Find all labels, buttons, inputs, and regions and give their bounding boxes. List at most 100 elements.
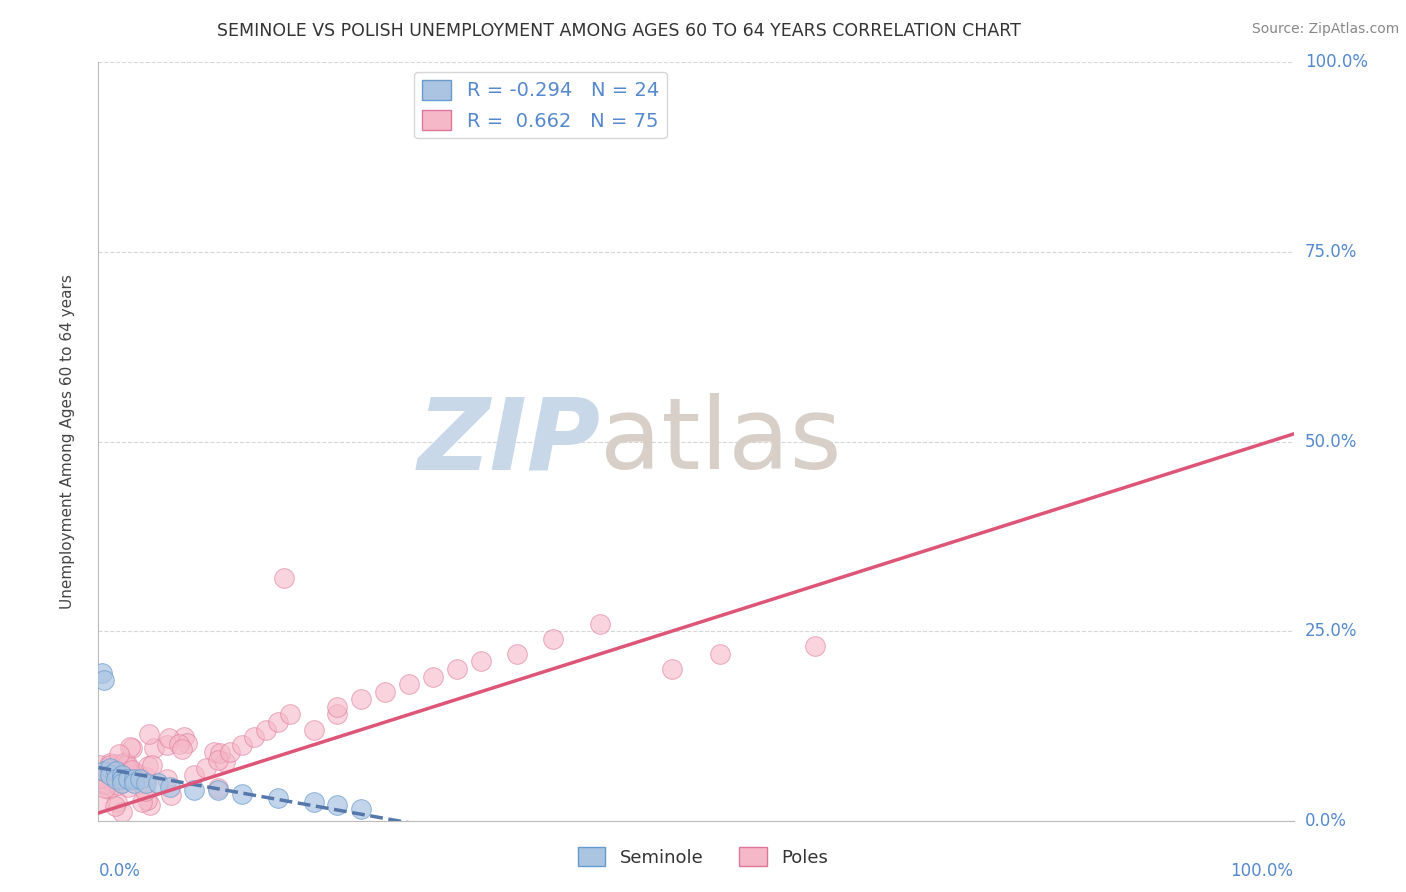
Point <box>183 768 205 782</box>
Point <box>91 665 114 680</box>
Point <box>124 776 146 790</box>
Point <box>105 795 128 809</box>
Point <box>98 760 122 774</box>
Point <box>219 746 242 760</box>
Point <box>117 773 139 788</box>
Point <box>105 764 128 779</box>
Point <box>105 772 128 786</box>
Text: 0.0%: 0.0% <box>1305 812 1347 830</box>
Point <box>97 782 120 797</box>
Point <box>207 780 229 795</box>
Point <box>96 766 118 780</box>
Point <box>350 802 373 816</box>
Point <box>120 739 142 754</box>
Point <box>111 768 134 782</box>
Point <box>98 768 122 782</box>
Point <box>267 791 290 805</box>
Text: SEMINOLE VS POLISH UNEMPLOYMENT AMONG AGES 60 TO 64 YEARS CORRELATION CHART: SEMINOLE VS POLISH UNEMPLOYMENT AMONG AG… <box>217 22 1021 40</box>
Point <box>100 774 122 789</box>
Point <box>267 715 290 730</box>
Point <box>278 707 301 722</box>
Point <box>159 780 181 794</box>
Point <box>129 772 152 786</box>
Point <box>136 793 159 807</box>
Legend: R = -0.294   N = 24, R =  0.662   N = 75: R = -0.294 N = 24, R = 0.662 N = 75 <box>415 72 666 138</box>
Point <box>172 742 194 756</box>
Point <box>94 777 117 791</box>
Point <box>541 632 564 646</box>
Point <box>107 778 129 792</box>
Point <box>183 783 205 797</box>
Point <box>446 662 468 676</box>
Point <box>104 756 127 771</box>
Point <box>302 723 325 737</box>
Point <box>804 639 827 653</box>
Point <box>326 798 349 813</box>
Point <box>108 772 131 787</box>
Point <box>93 673 115 688</box>
Point <box>89 794 111 808</box>
Point <box>127 766 149 780</box>
Point <box>157 731 180 746</box>
Point <box>100 756 122 770</box>
Point <box>112 756 135 771</box>
Point <box>231 787 253 801</box>
Point <box>93 764 115 779</box>
Point <box>156 738 179 752</box>
Point <box>254 723 277 737</box>
Point <box>273 571 295 585</box>
Point <box>114 756 136 770</box>
Point <box>117 772 139 786</box>
Point <box>124 772 146 786</box>
Point <box>231 738 253 752</box>
Point <box>350 692 373 706</box>
Point <box>135 770 157 784</box>
Point <box>89 771 111 785</box>
Point <box>207 783 229 797</box>
Text: ZIP: ZIP <box>418 393 600 490</box>
Point <box>111 776 134 790</box>
Text: 25.0%: 25.0% <box>1305 622 1357 640</box>
Point <box>374 685 396 699</box>
Text: 100.0%: 100.0% <box>1230 863 1294 880</box>
Point <box>160 788 183 802</box>
Point <box>302 795 325 809</box>
Point <box>208 746 231 760</box>
Point <box>98 757 121 772</box>
Point <box>214 756 236 770</box>
Y-axis label: Unemployment Among Ages 60 to 64 years: Unemployment Among Ages 60 to 64 years <box>60 274 75 609</box>
Point <box>155 772 177 786</box>
Point <box>89 757 111 772</box>
Text: 75.0%: 75.0% <box>1305 243 1357 261</box>
Point <box>135 776 157 790</box>
Point <box>134 784 156 798</box>
Text: 100.0%: 100.0% <box>1305 54 1368 71</box>
Point <box>148 776 170 790</box>
Text: Source: ZipAtlas.com: Source: ZipAtlas.com <box>1251 22 1399 37</box>
Point <box>142 741 165 756</box>
Point <box>141 758 163 772</box>
Point <box>117 757 139 772</box>
Point <box>202 745 225 759</box>
Point <box>122 766 145 780</box>
Point <box>117 780 139 794</box>
Text: atlas: atlas <box>600 393 842 490</box>
Point <box>326 707 349 722</box>
Point <box>138 759 160 773</box>
Point <box>121 740 143 755</box>
Point <box>138 727 160 741</box>
Point <box>709 647 731 661</box>
Text: 0.0%: 0.0% <box>98 863 141 880</box>
Point <box>104 799 127 814</box>
Point <box>243 730 266 744</box>
Point <box>326 699 349 714</box>
Point <box>589 616 612 631</box>
Point <box>94 781 117 796</box>
Point <box>122 772 145 787</box>
Point <box>422 669 444 683</box>
Point <box>117 760 139 774</box>
Point <box>108 747 131 761</box>
Point <box>131 795 153 809</box>
Legend: Seminole, Poles: Seminole, Poles <box>571 840 835 874</box>
Point <box>506 647 529 661</box>
